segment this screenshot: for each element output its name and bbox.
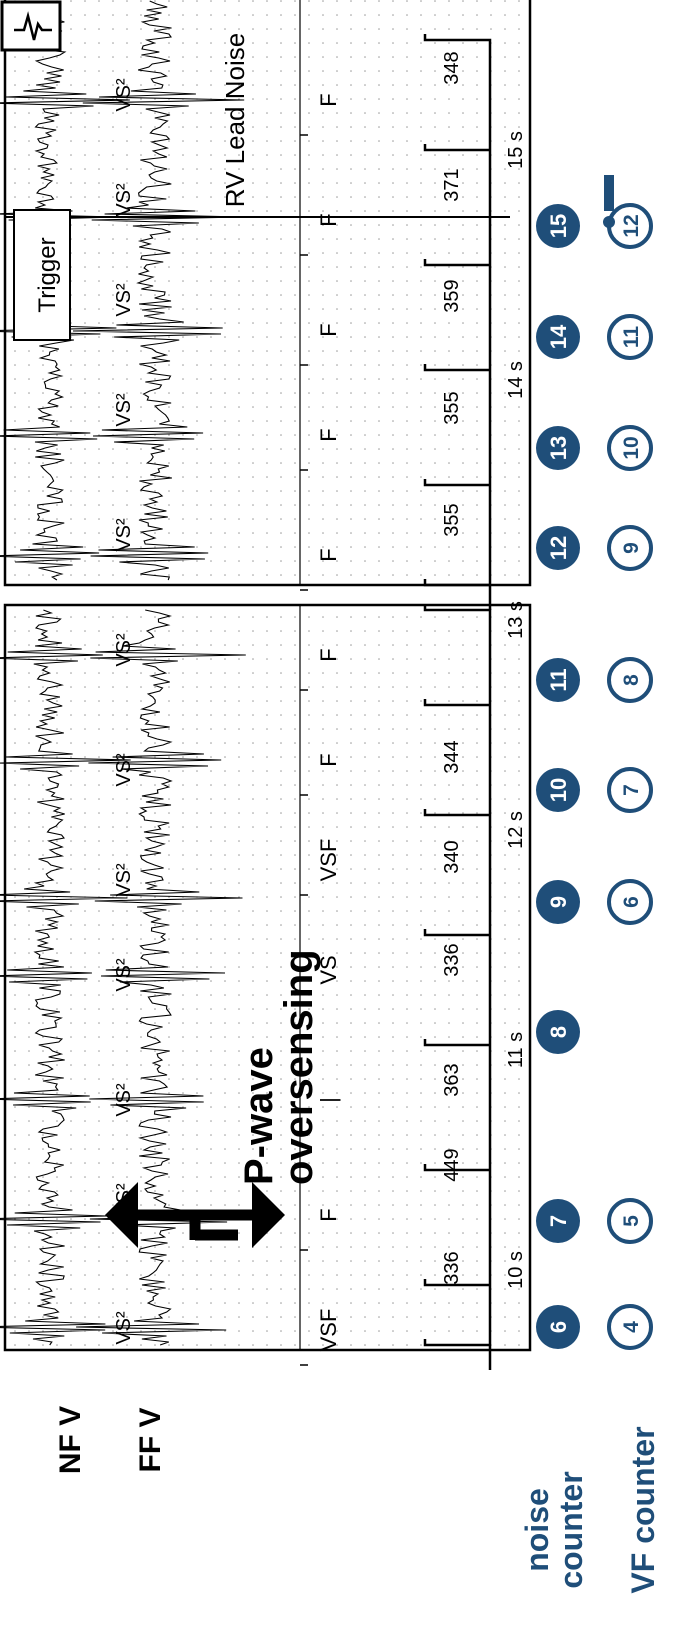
- noise-counter-value-2: 8: [546, 1026, 571, 1038]
- vs-marker-lower-3: VS²: [113, 958, 135, 992]
- marker-label-lower-0: VSF: [316, 1309, 341, 1352]
- interval-value-lower-3: 336: [441, 943, 463, 976]
- vf-counter-badge-3: [607, 767, 653, 813]
- ff-trace-lower: [76, 609, 246, 1346]
- trigger-label: Trigger: [34, 237, 61, 312]
- noise-counter-badge-8: [536, 315, 580, 359]
- vf-counter-value-8: 12: [620, 214, 643, 237]
- trigger-box: [13, 209, 71, 341]
- marker-label-lower-2: |: [316, 1097, 341, 1103]
- vs-marker-upper-3: VS²: [113, 183, 135, 217]
- marker-label-lower-1: F: [316, 1208, 341, 1221]
- noise-counter-value-9: 15: [546, 214, 571, 238]
- noise-counter-badge-2: [536, 1010, 580, 1054]
- marker-label-upper-2: F: [316, 323, 341, 336]
- vf-counter-value-1: 5: [620, 1215, 643, 1227]
- marker-label-lower-3: VS: [316, 955, 341, 984]
- vf-counter-value-0: 4: [620, 1321, 643, 1333]
- interval-value-upper-2: 359: [441, 279, 463, 312]
- time-tick-0: 10 s: [505, 1251, 527, 1289]
- vf-counter-label: VF counter: [625, 1426, 661, 1593]
- vf-counter-badge-7: [607, 314, 653, 360]
- time-tick-1: 11 s: [505, 1032, 527, 1068]
- vf-counter-badge-5: [607, 525, 653, 571]
- vf-counter-value-2: 6: [620, 896, 643, 908]
- noise-counter-value-4: 10: [546, 778, 571, 802]
- noise-counter-badge-3: [536, 880, 580, 924]
- vs-marker-lower-5: VS²: [113, 753, 135, 787]
- noise-counter-value-1: 7: [546, 1215, 571, 1227]
- marker-label-lower-4: VSF: [316, 839, 341, 882]
- rv-lead-noise-label: RV Lead Noise: [220, 33, 250, 207]
- vf-counter-value-5: 9: [620, 542, 643, 554]
- vs-marker-upper-0: VS²: [113, 518, 135, 552]
- vf-counter-badge-2: [607, 879, 653, 925]
- marker-label-upper-4: F: [316, 93, 341, 106]
- interval-value-lower-2: 363: [441, 1063, 463, 1096]
- noise-counter-badge-0: [536, 1305, 580, 1349]
- noise-counter-label-line1: noise: [519, 1488, 555, 1572]
- channel-label-ff: FF V: [134, 1408, 167, 1473]
- vf-counter-badge-1: [607, 1198, 653, 1244]
- noise-counter-badge-7: [536, 426, 580, 470]
- vf-counter-value-3: 7: [620, 784, 643, 796]
- noise-counter-badge-9: [536, 204, 580, 248]
- annotation-line1: P-wave: [237, 1047, 281, 1185]
- channel-label-nf: NF V: [54, 1406, 87, 1474]
- interval-value-lower-0: 336: [441, 1251, 463, 1284]
- nf-trace-lower: [0, 609, 131, 1346]
- time-tick-4: 14 s: [505, 361, 527, 399]
- trigger-icon: [0, 0, 62, 52]
- interval-value-upper-3: 371: [441, 168, 463, 201]
- interval-steps-upper: [423, 34, 492, 610]
- marker-label-lower-5: F: [316, 753, 341, 766]
- noise-counter-badge-5: [536, 658, 580, 702]
- interval-value-upper-4: 348: [441, 51, 463, 84]
- noise-counter-badge-6: [536, 526, 580, 570]
- marker-label-upper-1: F: [316, 428, 341, 441]
- interval-value-lower-1: 449: [441, 1148, 463, 1181]
- marker-label-lower-6: F: [316, 648, 341, 661]
- ff-trace-upper: [72, 0, 245, 581]
- vs-marker-lower-0: VS²: [113, 1311, 135, 1345]
- interval-value-lower-4: 340: [441, 840, 463, 873]
- vf-counter-value-7: 11: [620, 326, 643, 349]
- noise-counter-value-0: 6: [546, 1321, 571, 1333]
- noise-counter-label-line2: counter: [553, 1471, 589, 1588]
- vf-counter-badge-6: [607, 425, 653, 471]
- vs-marker-lower-6: VS²: [113, 633, 135, 667]
- vs-marker-upper-1: VS²: [113, 393, 135, 427]
- noise-counter-value-8: 14: [546, 324, 571, 349]
- vs-marker-upper-2: VS²: [113, 283, 135, 317]
- interval-value-upper-0: 355: [441, 503, 463, 536]
- noise-counter-value-7: 13: [546, 436, 571, 460]
- vf-counter-badge-0: [607, 1304, 653, 1350]
- vf-counter-badge-4: [607, 657, 653, 703]
- noise-counter-value-6: 12: [546, 536, 571, 560]
- marker-label-upper-3: F: [316, 213, 341, 226]
- double-arrow-icon: [105, 1182, 285, 1248]
- noise-counter-value-5: 11: [546, 668, 571, 691]
- marker-label-upper-0: F: [316, 548, 341, 561]
- noise-counter-badge-4: [536, 768, 580, 812]
- egm-panel-upper: [3, 0, 532, 587]
- interval-value-upper-1: 355: [441, 391, 463, 424]
- time-tick-3: 13 s: [505, 601, 527, 639]
- interval-value-lower-5: 344: [441, 740, 463, 773]
- vf-counter-value-6: 10: [620, 436, 643, 459]
- annotation-line2: oversensing: [277, 949, 321, 1185]
- noise-counter-value-3: 9: [546, 896, 571, 908]
- time-tick-2: 12 s: [505, 811, 527, 849]
- vs-marker-lower-2: VS²: [113, 1083, 135, 1117]
- interval-steps-lower: [423, 604, 492, 1370]
- noise-counter-badge-1: [536, 1199, 580, 1243]
- alert-mark: [603, 175, 615, 228]
- vf-counter-value-4: 8: [620, 674, 643, 686]
- vs-marker-upper-4: VS²: [113, 78, 135, 112]
- time-tick-5: 15 s: [505, 131, 527, 169]
- vs-marker-lower-4: VS²: [113, 863, 135, 897]
